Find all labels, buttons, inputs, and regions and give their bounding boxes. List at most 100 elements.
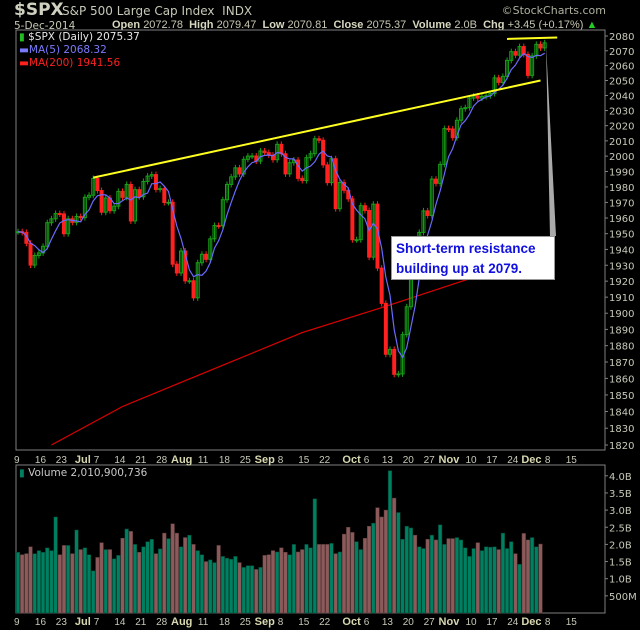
candle	[308, 153, 313, 159]
price-tick-label: 1960	[609, 214, 634, 225]
legend-volume: ▮ Volume 2,010,900,736	[19, 467, 147, 479]
candle	[379, 267, 384, 304]
x-tick-label: 17	[486, 617, 498, 628]
candle	[32, 254, 37, 266]
exchange: INDX	[222, 4, 253, 18]
x-tick-label: Aug	[171, 454, 192, 466]
candle	[300, 177, 305, 182]
candle	[459, 108, 464, 121]
candle	[237, 167, 242, 175]
volume-bar	[45, 547, 50, 614]
volume-bar	[379, 516, 384, 614]
volume-bar	[446, 538, 451, 614]
candle	[116, 190, 121, 207]
x-tick-label: 10	[465, 455, 477, 466]
volume-bar	[66, 545, 71, 614]
volume-bar	[70, 553, 75, 614]
candle	[78, 216, 83, 219]
volume-bar	[425, 539, 430, 614]
volume-bar	[517, 564, 522, 614]
price-tick-label: 1880	[609, 342, 634, 353]
candle	[500, 75, 505, 83]
copyright[interactable]: ©StockCharts.com	[501, 4, 606, 17]
candle	[61, 213, 66, 235]
candle	[241, 158, 246, 175]
price-tick-label: 1950	[609, 230, 634, 241]
volume-bar	[325, 544, 330, 614]
candle	[396, 373, 401, 376]
x-tick-label: 14	[114, 455, 126, 466]
x-tick-label: 6	[364, 617, 370, 628]
volume-bar	[354, 541, 359, 614]
x-tick-label: 24	[507, 455, 519, 466]
candle	[316, 138, 321, 141]
candle	[250, 155, 255, 158]
volume-bar	[170, 523, 175, 614]
volume-bar	[53, 516, 58, 614]
candle	[479, 95, 484, 99]
x-tick-label: 25	[240, 455, 252, 466]
volume-bar	[99, 542, 104, 614]
x-tick-label: 28	[156, 617, 168, 628]
price-panel-frame	[15, 29, 606, 451]
candle	[183, 250, 188, 282]
x-tick-label: 6	[364, 455, 370, 466]
candle	[187, 280, 192, 283]
volume-bar	[296, 551, 301, 614]
volume-bar	[404, 525, 409, 614]
candle	[153, 174, 158, 190]
high-value: 2079.47	[216, 19, 257, 31]
candle	[446, 128, 451, 131]
volume-bar	[49, 550, 54, 614]
x-tick-label: 8	[278, 617, 284, 628]
volume-bar	[396, 512, 401, 614]
candle	[354, 239, 359, 242]
candle	[245, 155, 250, 160]
x-tick-label: Dec	[521, 616, 541, 628]
x-tick-label: 22	[319, 617, 331, 628]
price-tick-label: 1850	[609, 391, 634, 402]
volume-bar	[183, 537, 188, 614]
x-tick-label: 21	[135, 617, 147, 628]
volume-tick-label: 4.0B	[609, 472, 632, 483]
candle	[162, 188, 167, 204]
volume-bar	[174, 532, 179, 614]
volume-bar	[20, 554, 25, 614]
candle	[467, 97, 472, 109]
volume-bar	[107, 549, 113, 614]
volume-tick-label: 1.5B	[609, 558, 632, 569]
volume-bar	[95, 557, 100, 614]
candle	[82, 196, 87, 219]
volume-bar	[442, 544, 447, 614]
price-tick-label: 1900	[609, 309, 634, 320]
volume-bar	[308, 547, 313, 614]
price-tick-label: 2010	[609, 137, 634, 148]
volume-bar	[212, 562, 217, 614]
volume-bar	[262, 555, 267, 614]
x-tick-label: Nov	[439, 616, 461, 628]
volume-bar	[291, 544, 296, 614]
x-tick-label: Oct	[342, 616, 361, 628]
security-name-text: S&P 500 Large Cap Index	[62, 4, 215, 18]
volume-tick-label: 3.5B	[609, 489, 632, 500]
x-tick-label: 14	[114, 617, 126, 628]
volume-bar	[433, 539, 439, 614]
candle	[371, 203, 376, 258]
candle	[270, 154, 275, 161]
x-tick-label: Sep	[255, 454, 275, 466]
x-tick-label: Nov	[439, 454, 461, 466]
volume-tick-label: 3.0B	[609, 506, 632, 517]
candle	[392, 348, 397, 375]
volume-tick-label: 1.0B	[609, 575, 632, 586]
volume-bar	[471, 548, 476, 614]
volume-bar	[316, 544, 322, 614]
volume-bar	[258, 567, 263, 614]
volume-bar	[158, 548, 163, 614]
x-tick-label: 9	[14, 455, 20, 466]
candle	[513, 51, 518, 56]
x-tick-label: Oct	[342, 454, 361, 466]
candle	[229, 176, 234, 185]
x-tick-label: 16	[35, 455, 47, 466]
x-tick-label: Dec	[521, 454, 541, 466]
volume-bar	[78, 549, 83, 614]
